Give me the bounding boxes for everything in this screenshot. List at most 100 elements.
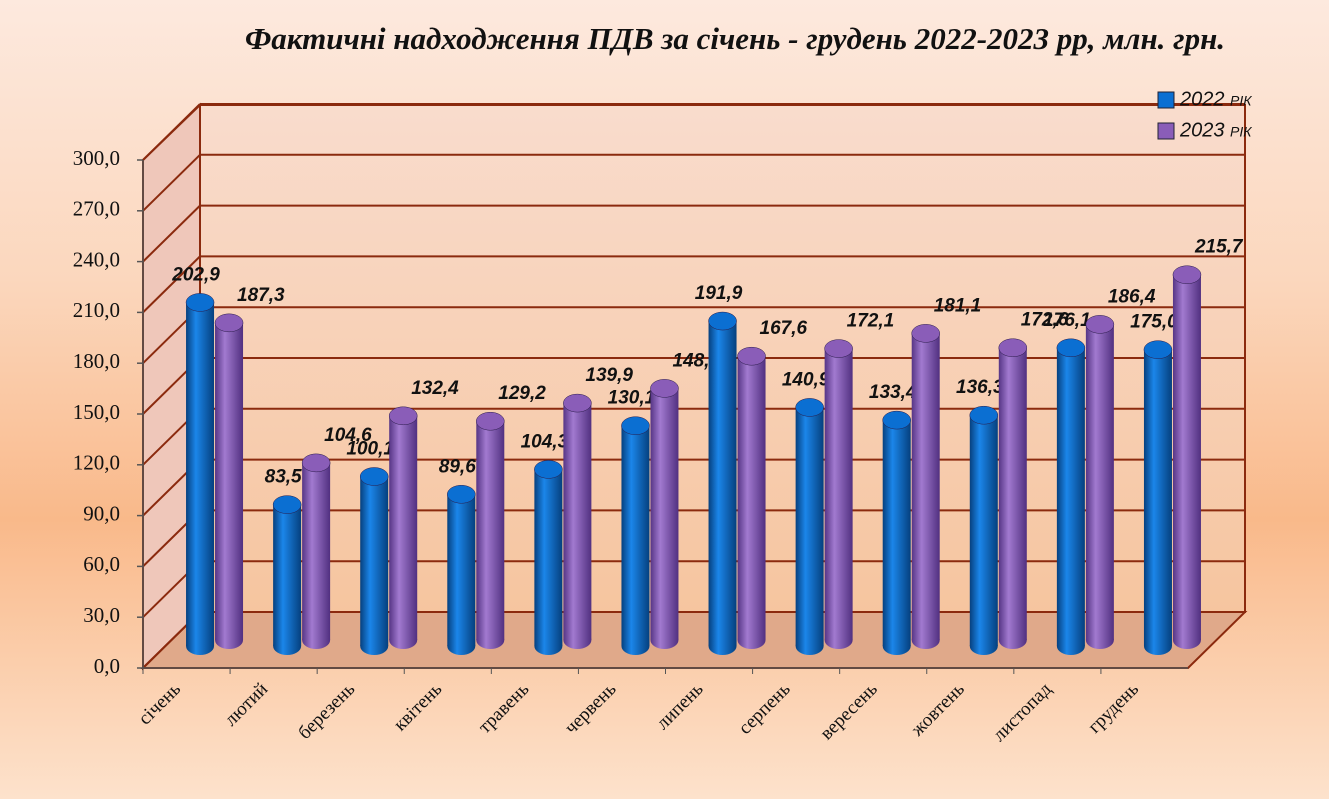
x-tick-label: червень: [561, 678, 621, 738]
cylinder: [534, 460, 563, 655]
cylinder: [1085, 315, 1115, 649]
bar: [534, 469, 563, 646]
value-label: 187,3: [237, 285, 285, 306]
value-label: 148,6: [672, 350, 720, 371]
grid-line: [142, 103, 201, 161]
cylinder-top: [708, 311, 737, 331]
bar: [1172, 274, 1201, 640]
bar: [795, 407, 824, 646]
cylinder-top: [621, 416, 650, 435]
value-label: 172,1: [847, 311, 895, 332]
x-tick-label: липень: [652, 678, 707, 733]
cylinder-top: [1056, 338, 1086, 358]
cylinder: [563, 393, 592, 649]
cylinder-top: [650, 379, 679, 398]
cylinder: [301, 453, 331, 649]
value-label: 167,6: [760, 318, 808, 339]
value-label: 83,5: [265, 467, 302, 488]
bar: [650, 388, 679, 640]
cylinder-top: [534, 460, 563, 479]
y-tick-label: 240,0: [73, 247, 120, 271]
y-tick-label: 180,0: [73, 349, 120, 373]
bar: [1143, 349, 1172, 646]
bar: [708, 321, 737, 646]
cylinder-top: [476, 411, 505, 431]
bar: [621, 425, 650, 646]
cylinder-top: [1172, 265, 1202, 284]
cylinder: [882, 410, 911, 655]
bar: [998, 347, 1027, 640]
x-tick-label: березень: [294, 678, 359, 743]
cylinder-top: [795, 398, 824, 417]
cylinder-top: [359, 467, 389, 486]
x-tick-label: грудень: [1084, 678, 1143, 737]
bar: [882, 420, 911, 646]
value-label: 186,4: [1108, 286, 1156, 307]
cylinder-top: [185, 293, 215, 312]
cylinder-top: [388, 406, 418, 426]
cylinder: [824, 339, 853, 649]
bar: [737, 356, 766, 640]
value-label: 140,9: [782, 369, 830, 390]
value-label: 176,1: [1043, 310, 1091, 331]
cylinder-top: [1085, 315, 1115, 334]
bar: [215, 322, 244, 640]
value-label: 136,3: [956, 377, 1004, 398]
chart-title: Фактичні надходження ПДВ за січень - гру…: [244, 21, 1226, 56]
cylinder-top: [882, 410, 911, 430]
cylinder: [911, 324, 940, 649]
cylinder-top: [998, 338, 1028, 357]
x-tick-label: квітень: [390, 678, 447, 735]
y-tick-label: 120,0: [73, 451, 120, 475]
legend-swatch: [1157, 122, 1175, 140]
cylinder: [388, 406, 418, 649]
cylinder: [476, 411, 505, 649]
bar: [389, 415, 418, 640]
cylinder: [272, 495, 302, 655]
cylinder: [650, 379, 679, 649]
y-tick-label: 90,0: [83, 501, 120, 525]
cylinder: [447, 485, 476, 655]
value-label: 132,4: [411, 378, 459, 399]
cylinder-top: [824, 339, 853, 358]
bar: [476, 421, 505, 640]
value-label: 191,9: [695, 283, 743, 304]
value-label: 139,9: [585, 365, 633, 386]
grid-line: [142, 255, 201, 314]
cylinder: [1172, 265, 1202, 649]
cylinder: [1056, 338, 1086, 655]
value-label: 100,1: [346, 438, 394, 459]
bar: [969, 415, 998, 646]
cylinder-top: [737, 346, 766, 366]
value-label: 202,9: [171, 264, 220, 285]
legend-label: 2022 рік: [1179, 88, 1252, 110]
y-tick-label: 0,0: [94, 654, 120, 678]
cylinder-top: [563, 393, 592, 413]
cylinder-top: [214, 313, 244, 333]
cylinder-top: [272, 495, 302, 514]
cylinder-top: [911, 324, 940, 343]
cylinder: [359, 467, 389, 655]
bar: [360, 476, 389, 646]
y-tick-label: 270,0: [73, 197, 120, 221]
cylinder-top: [1143, 340, 1173, 359]
cylinder: [969, 405, 999, 655]
cylinder: [214, 313, 244, 649]
x-tick-label: вересень: [816, 678, 882, 744]
value-label: 104,6: [324, 425, 372, 446]
bar: [563, 403, 592, 640]
y-tick-label: 30,0: [83, 603, 120, 627]
value-label: 172,6: [1021, 310, 1069, 331]
value-label: 130,1: [608, 388, 656, 409]
bar: [911, 333, 940, 640]
legend-label: 2023 рік: [1179, 119, 1252, 141]
cylinder: [185, 293, 215, 655]
bar: [1085, 324, 1114, 640]
y-tick-label: 150,0: [73, 400, 120, 424]
cylinder-top: [969, 405, 999, 425]
value-label: 89,6: [439, 456, 476, 477]
cylinder-top: [447, 485, 476, 504]
bar: [824, 348, 853, 640]
cylinder: [737, 346, 766, 649]
